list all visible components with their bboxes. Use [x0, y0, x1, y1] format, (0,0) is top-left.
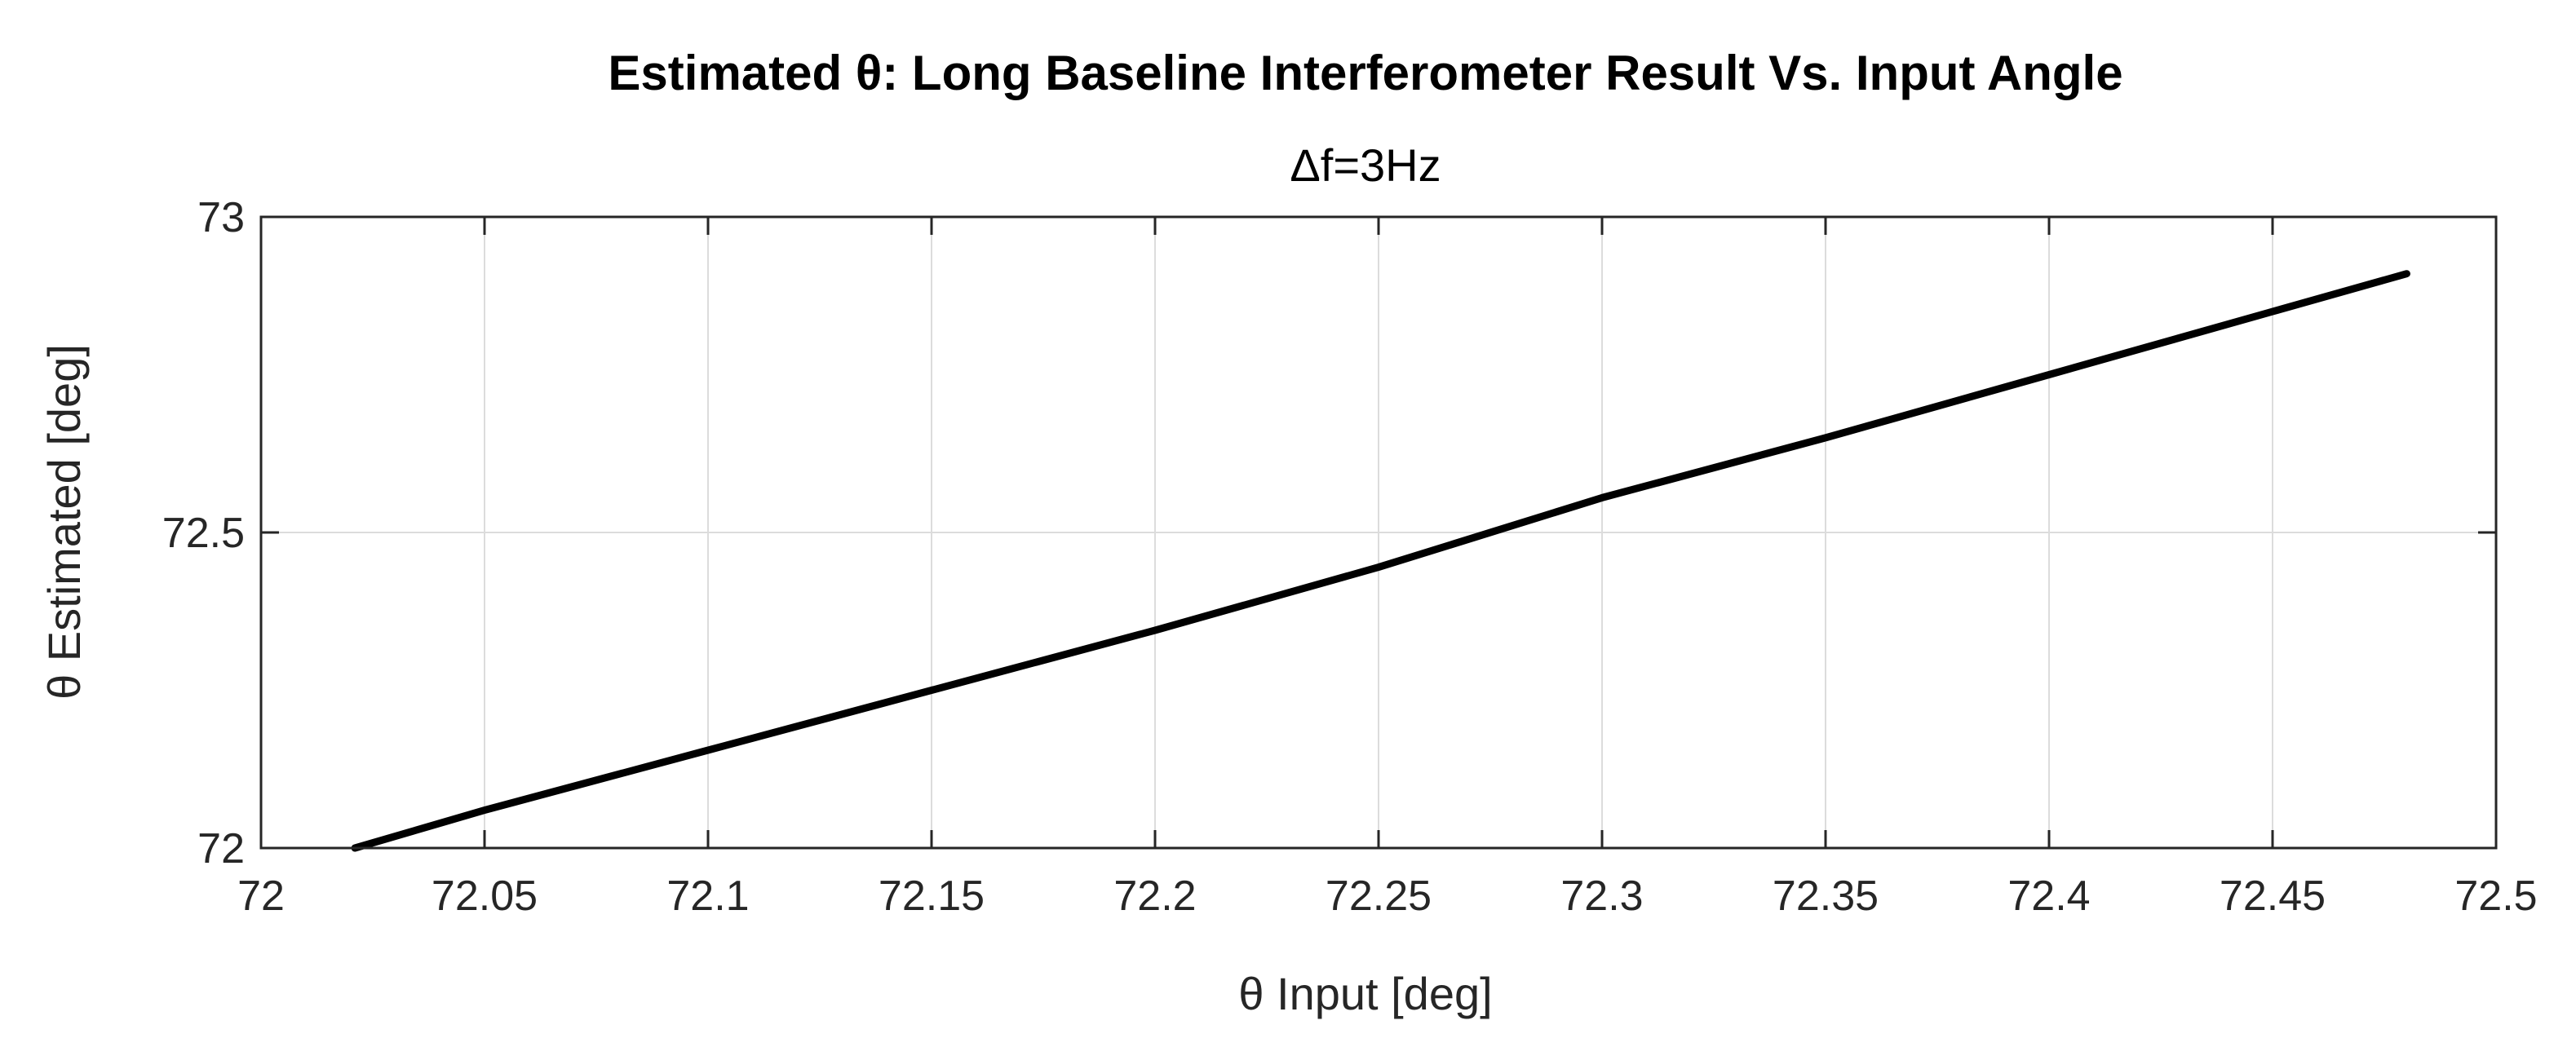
x-tick-label: 72.15 [879, 872, 985, 920]
y-axis-label: θ Estimated [deg] [38, 344, 90, 700]
chart-title: Estimated θ: Long Baseline Interferomete… [608, 46, 2122, 100]
series-layer [351, 270, 2410, 852]
chart-subtitle: Δf=3Hz [1290, 139, 1441, 191]
x-tick-label: 72.45 [2220, 872, 2326, 920]
x-tick-label: 72.4 [2007, 872, 2090, 920]
y-tick-label: 72 [197, 825, 245, 872]
series-line [351, 270, 2410, 852]
x-tick-label: 72.35 [1773, 872, 1879, 920]
ticks: 72 72.05 72.1 72.15 72.2 72.25 72.3 72.35 72.4 72… [162, 194, 2538, 920]
x-tick-label: 72.3 [1560, 872, 1643, 920]
x-tick-label: 72.5 [2454, 872, 2537, 920]
grid [260, 216, 2497, 849]
x-tick-label: 72.2 [1113, 872, 1196, 920]
x-tick-label: 72.25 [1326, 872, 1432, 920]
y-tick-label: 73 [197, 194, 245, 241]
y-tick-label: 72.5 [162, 510, 245, 557]
x-axis-label: θ Input [deg] [1238, 968, 1492, 1019]
x-tick-label: 72.05 [432, 872, 538, 920]
x-tick-label: 72.1 [666, 872, 749, 920]
x-tick-label: 72 [237, 872, 285, 920]
